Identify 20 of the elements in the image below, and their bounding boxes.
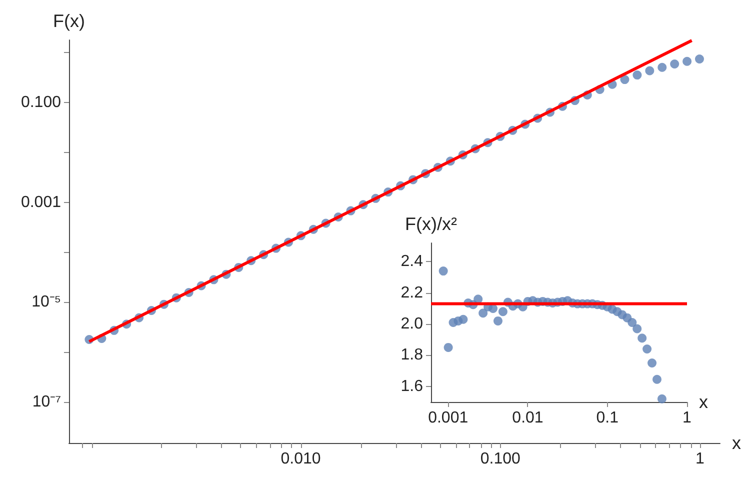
x-tick-label: 0.1: [596, 410, 619, 426]
x-tick-label: 0.010: [280, 450, 321, 468]
y-tick-label: 2.4: [400, 253, 424, 270]
y-tick-label: 2.2: [400, 284, 424, 302]
x-tick-label: 1: [682, 410, 692, 426]
y-tick-label: 0.100: [20, 94, 62, 112]
x-tick-label: 0.100: [480, 450, 520, 468]
y-tick-label: 1.8: [400, 346, 424, 364]
x-axis-title: x: [699, 392, 708, 412]
y-tick-label: 2.0: [400, 316, 424, 333]
x-tick-label: 0.001: [428, 410, 468, 426]
y-tick-label: 1.6: [400, 378, 424, 395]
y-tick-label: 0.001: [20, 194, 62, 211]
y-tick-label: 10⁻⁷: [32, 393, 62, 410]
x-tick-label: 1: [696, 450, 705, 468]
x-tick-label: 0.01: [512, 410, 544, 426]
y-axis-title: F(x)/x²: [405, 214, 457, 234]
x-axis-title: x: [732, 433, 741, 453]
y-tick-label: 10⁻⁵: [32, 294, 61, 311]
y-axis-title: F(x): [53, 11, 85, 31]
